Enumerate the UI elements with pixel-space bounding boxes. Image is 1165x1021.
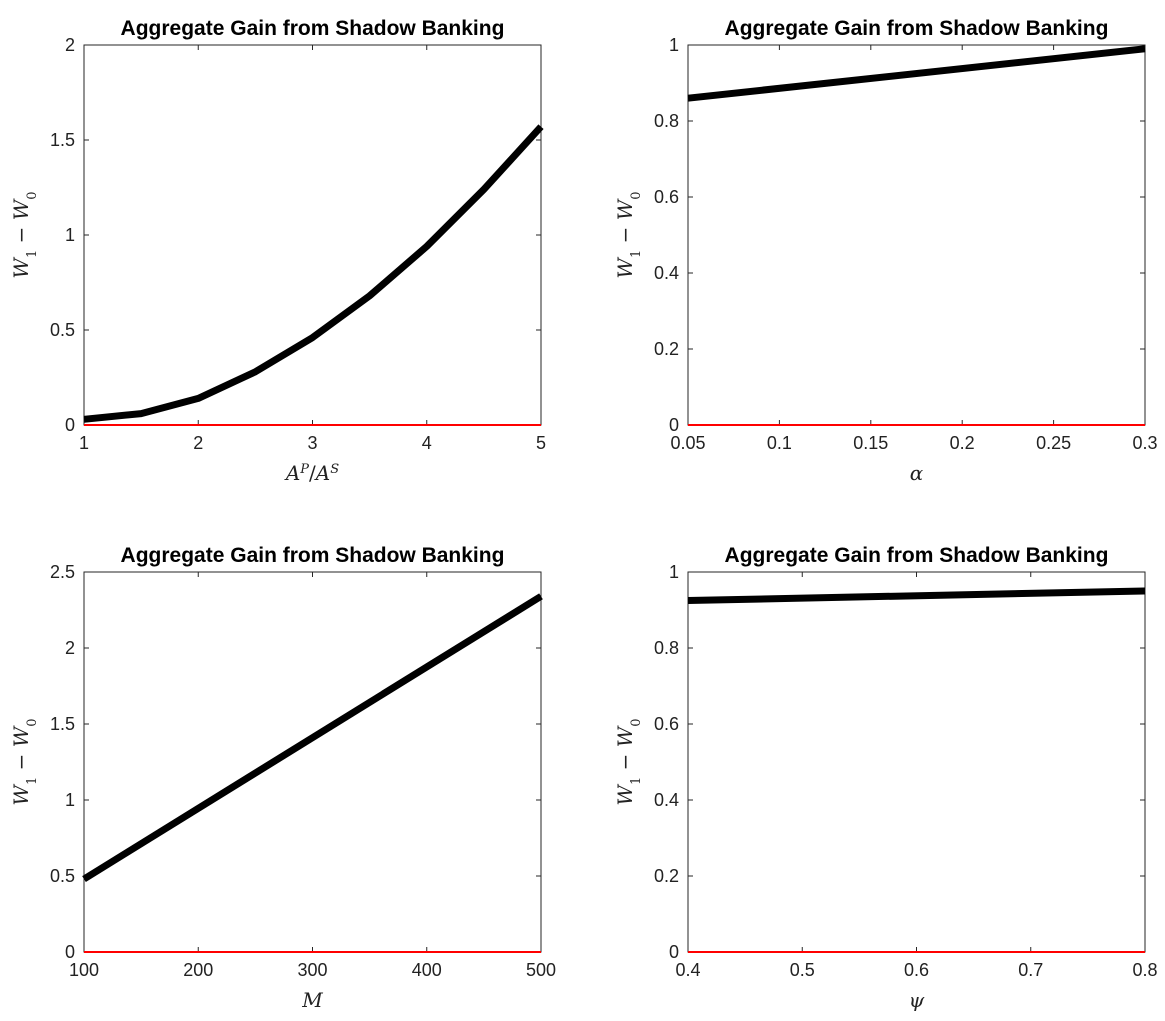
y-axis-label-part: W bbox=[613, 784, 637, 806]
y-axis-label-part: W bbox=[9, 198, 33, 220]
x-tick-label: 0.8 bbox=[1132, 960, 1157, 980]
y-axis-label-part: − bbox=[613, 220, 637, 249]
y-axis-label-part: − bbox=[9, 220, 33, 249]
y-tick-label: 0 bbox=[669, 415, 679, 435]
y-tick-label: 0.8 bbox=[654, 111, 679, 131]
y-tick-label: 0.4 bbox=[654, 263, 679, 283]
x-axis-label-part: M bbox=[301, 988, 323, 1012]
x-tick-label: 400 bbox=[412, 960, 442, 980]
y-axis-label-part: W bbox=[9, 257, 33, 279]
y-axis-label-part: 0 bbox=[629, 718, 644, 726]
y-axis-label-part: 0 bbox=[25, 191, 40, 199]
x-tick-label: 1 bbox=[79, 433, 89, 453]
y-tick-label: 0 bbox=[65, 415, 75, 435]
y-tick-label: 1.5 bbox=[50, 714, 75, 734]
y-axis-label-part: 1 bbox=[629, 777, 644, 785]
x-tick-label: 5 bbox=[536, 433, 546, 453]
y-tick-label: 1 bbox=[669, 562, 679, 582]
y-axis-label-part: 1 bbox=[25, 777, 40, 785]
x-axis-label-part: / bbox=[309, 461, 316, 485]
axes-frame bbox=[687, 44, 1146, 426]
gain-line bbox=[83, 124, 544, 423]
chart-title: Aggregate Gain from Shadow Banking bbox=[725, 544, 1109, 567]
x-axis-label: α bbox=[910, 461, 924, 485]
x-tick-label: 4 bbox=[422, 433, 432, 453]
y-tick-label: 0 bbox=[65, 942, 75, 962]
x-axis-label-part: P bbox=[299, 462, 309, 477]
axes-frame bbox=[83, 571, 542, 953]
y-axis-label: W1 − W0 bbox=[613, 718, 644, 805]
x-tick-label: 0.25 bbox=[1036, 433, 1071, 453]
x-axis-label: AP/AS bbox=[284, 461, 339, 485]
chart-title: Aggregate Gain from Shadow Banking bbox=[121, 544, 505, 567]
y-axis-label-part: 0 bbox=[629, 191, 644, 199]
x-tick-label: 0.6 bbox=[904, 960, 929, 980]
gain-line bbox=[82, 593, 543, 883]
x-tick-label: 0.2 bbox=[950, 433, 975, 453]
x-tick-label: 0.05 bbox=[670, 433, 705, 453]
y-tick-label: 2 bbox=[65, 35, 75, 55]
x-tick-label: 0.15 bbox=[853, 433, 888, 453]
x-axis-label: ψ bbox=[909, 988, 925, 1012]
y-axis-label-part: 1 bbox=[25, 250, 40, 258]
x-tick-label: 500 bbox=[526, 960, 556, 980]
chart-title: Aggregate Gain from Shadow Banking bbox=[725, 17, 1109, 40]
y-axis-label: W1 − W0 bbox=[9, 718, 40, 805]
y-axis-label-part: W bbox=[9, 784, 33, 806]
y-axis-label: W1 − W0 bbox=[613, 191, 644, 278]
y-tick-label: 0.6 bbox=[654, 714, 679, 734]
y-tick-label: 1 bbox=[65, 790, 75, 810]
y-tick-label: 2.5 bbox=[50, 562, 75, 582]
x-tick-label: 3 bbox=[307, 433, 317, 453]
y-tick-label: 0.4 bbox=[654, 790, 679, 810]
y-axis-label: W1 − W0 bbox=[9, 191, 40, 278]
x-tick-label: 0.7 bbox=[1018, 960, 1043, 980]
y-tick-label: 0 bbox=[669, 942, 679, 962]
y-axis-label-part: − bbox=[613, 747, 637, 776]
axes-frame bbox=[83, 44, 542, 426]
x-axis-label-part: A bbox=[314, 461, 330, 485]
y-tick-label: 2 bbox=[65, 638, 75, 658]
y-tick-label: 0.5 bbox=[50, 320, 75, 340]
x-tick-label: 300 bbox=[297, 960, 327, 980]
y-tick-label: 1.5 bbox=[50, 130, 75, 150]
chart-title: Aggregate Gain from Shadow Banking bbox=[121, 17, 505, 40]
gain-line bbox=[687, 587, 1146, 604]
y-axis-label-part: W bbox=[613, 198, 637, 220]
y-tick-label: 0.8 bbox=[654, 638, 679, 658]
x-axis-label-part: A bbox=[284, 461, 300, 485]
x-axis-label-part: ψ bbox=[909, 988, 925, 1012]
x-tick-label: 200 bbox=[183, 960, 213, 980]
y-axis-label-part: 0 bbox=[25, 718, 40, 726]
y-tick-label: 1 bbox=[65, 225, 75, 245]
y-axis-label-part: − bbox=[9, 747, 33, 776]
panel-alpha: 0.05 0.1 0.15 0.2 0.25 0.3 0 0.2 0.4 0.6 0.8 1 Aggre… bbox=[613, 17, 1158, 485]
x-tick-label: 100 bbox=[69, 960, 99, 980]
x-tick-label: 0.3 bbox=[1132, 433, 1157, 453]
x-tick-label: 0.1 bbox=[767, 433, 792, 453]
y-tick-label: 0.2 bbox=[654, 339, 679, 359]
panel-aprp-ratio: 1 2 3 4 5 0 0.5 1 1.5 2 Aggregate Gain from Shadow… bbox=[9, 17, 546, 485]
x-axis-label-part: S bbox=[330, 462, 339, 477]
x-tick-label: 2 bbox=[193, 433, 203, 453]
x-tick-label: 0.5 bbox=[790, 960, 815, 980]
y-axis-label-part: 1 bbox=[629, 250, 644, 258]
y-axis-label-part: W bbox=[9, 725, 33, 747]
y-tick-label: 0.6 bbox=[654, 187, 679, 207]
y-tick-label: 0.2 bbox=[654, 866, 679, 886]
y-tick-label: 1 bbox=[669, 35, 679, 55]
x-tick-label: 0.4 bbox=[675, 960, 700, 980]
y-tick-label: 0.5 bbox=[50, 866, 75, 886]
y-axis-label-part: W bbox=[613, 257, 637, 279]
panel-psi: 0.4 0.5 0.6 0.7 0.8 0 0.2 0.4 0.6 0.8 1 Aggregate G… bbox=[613, 544, 1158, 1012]
y-axis-label-part: W bbox=[613, 725, 637, 747]
x-axis-label-part: α bbox=[910, 461, 924, 485]
axes-frame bbox=[687, 571, 1146, 953]
gain-line bbox=[687, 45, 1146, 102]
x-axis-label: M bbox=[301, 988, 323, 1012]
panel-m: 100 200 300 400 500 0 0.5 1 1.5 2 2.5 Aggregate Gai… bbox=[9, 544, 556, 1012]
